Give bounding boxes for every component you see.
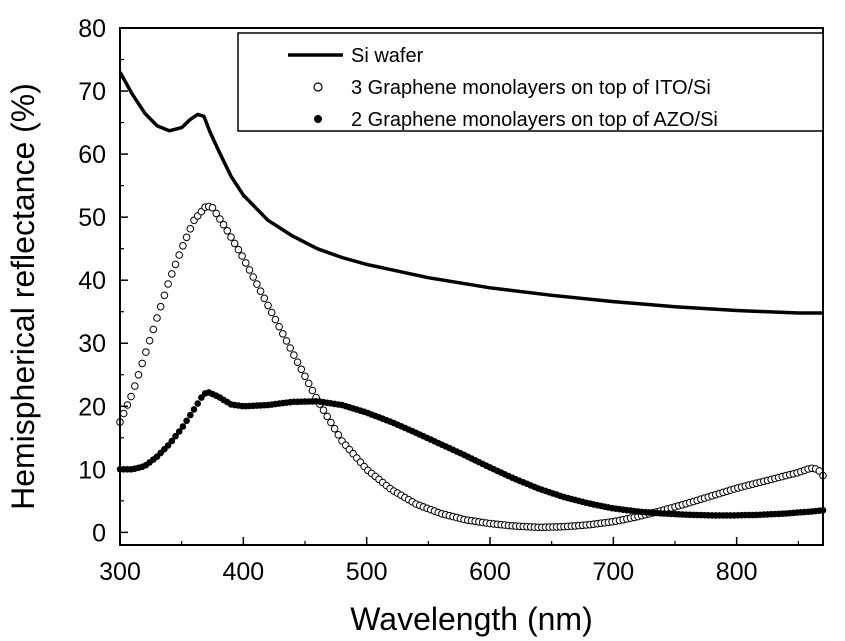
series-2-point bbox=[330, 424, 339, 433]
y-tick-label: 0 bbox=[92, 519, 106, 547]
series-2-point bbox=[131, 382, 139, 390]
ticks-layer: 300 400 500 600 700 800 0 10 20 30 40 50 60 70 80 bbox=[78, 15, 799, 586]
series-2-point bbox=[186, 225, 195, 233]
series-2-point bbox=[223, 227, 232, 235]
series-2-point bbox=[142, 348, 150, 356]
series-2-point bbox=[264, 301, 272, 310]
series-2-point bbox=[308, 386, 317, 395]
series-2-point bbox=[279, 330, 287, 338]
series-2-point bbox=[164, 280, 172, 288]
series-2-point bbox=[182, 233, 191, 242]
series-2-point bbox=[160, 291, 169, 300]
series-2-point bbox=[149, 325, 158, 334]
x-tick-label: 300 bbox=[99, 558, 141, 586]
series-2-point bbox=[119, 409, 128, 418]
legend-label: Si wafer bbox=[351, 45, 424, 67]
series-2-point bbox=[230, 239, 239, 248]
series-2-point bbox=[293, 358, 302, 367]
series-2-point bbox=[297, 365, 306, 374]
series-2-point bbox=[245, 266, 254, 274]
series-3-point bbox=[183, 417, 190, 425]
series-2-point bbox=[271, 315, 280, 324]
series-2-point bbox=[145, 336, 154, 345]
series-2-point bbox=[319, 406, 328, 415]
y-tick-label: 60 bbox=[78, 141, 106, 169]
series-2-point bbox=[275, 322, 283, 331]
legend-label: 2 Graphene monolayers on top of AZO/Si bbox=[351, 109, 718, 131]
series-2-point bbox=[282, 337, 291, 345]
series-2-point bbox=[216, 215, 224, 223]
series-2 bbox=[116, 202, 827, 532]
series-1-line bbox=[118, 71, 823, 315]
legend: Si wafer 3 Graphene monolayers on top of … bbox=[237, 32, 824, 132]
x-tick-label: 600 bbox=[469, 558, 511, 586]
x-tick-label: 500 bbox=[346, 558, 388, 586]
series-2-point bbox=[168, 270, 176, 278]
series-2-point bbox=[179, 242, 187, 250]
series-2-point bbox=[323, 412, 332, 421]
series-2-point bbox=[304, 379, 313, 388]
series-3 bbox=[116, 389, 827, 519]
series-2-point bbox=[334, 431, 343, 439]
series-1 bbox=[118, 71, 823, 315]
plot-frame bbox=[119, 27, 824, 546]
series-2-point bbox=[234, 245, 243, 254]
series-2-point bbox=[175, 251, 183, 259]
series-2-point bbox=[153, 314, 161, 322]
y-axis-label: Hemispherical reflectance (%) bbox=[5, 83, 41, 510]
series-2-point bbox=[156, 302, 165, 311]
series-3-point bbox=[172, 432, 179, 440]
series-2-point bbox=[127, 392, 135, 401]
legend-swatch bbox=[313, 82, 323, 92]
series-2-point bbox=[286, 344, 295, 352]
y-tick-label: 40 bbox=[78, 267, 106, 295]
x-axis-label: Wavelength (nm) bbox=[350, 601, 592, 637]
series-2-point bbox=[227, 233, 235, 241]
series-2-point bbox=[256, 287, 265, 296]
series-3-point bbox=[190, 406, 198, 413]
y-tick-label: 20 bbox=[78, 393, 106, 421]
series-2-point bbox=[267, 308, 276, 317]
series-2-point bbox=[253, 280, 261, 288]
series-2-point bbox=[123, 401, 132, 409]
series-2-point bbox=[212, 209, 220, 218]
legend-item-2: 3 Graphene monolayers on top of ITO/Si bbox=[313, 77, 711, 99]
x-tick-label: 400 bbox=[222, 558, 264, 586]
legend-swatch bbox=[314, 115, 322, 123]
series-3-point bbox=[179, 423, 187, 430]
legend-label: 3 Graphene monolayers on top of ITO/Si bbox=[351, 77, 711, 99]
series-2-point bbox=[171, 260, 180, 269]
series-3-point bbox=[187, 411, 194, 419]
series-2-point bbox=[260, 294, 269, 303]
series-3-point bbox=[164, 442, 172, 449]
series-2-point bbox=[327, 418, 335, 427]
series-2-point bbox=[134, 371, 143, 379]
series-3-point bbox=[168, 437, 176, 445]
x-tick-label: 700 bbox=[592, 558, 634, 586]
y-tick-label: 30 bbox=[78, 330, 106, 358]
legend-box bbox=[237, 32, 824, 132]
x-tick-label: 800 bbox=[716, 558, 758, 586]
y-tick-label: 80 bbox=[78, 15, 106, 43]
series-2-point bbox=[219, 220, 228, 229]
y-tick-label: 50 bbox=[78, 204, 106, 232]
series-2-point bbox=[290, 351, 298, 359]
legend-item-3: 2 Graphene monolayers on top of AZO/Si bbox=[314, 109, 718, 131]
series-2-point bbox=[208, 203, 217, 212]
legend-item-1: Si wafer bbox=[288, 45, 424, 67]
y-tick-label: 70 bbox=[78, 78, 106, 106]
series-2-point bbox=[301, 372, 309, 381]
series-3-point bbox=[194, 400, 201, 407]
y-tick-label: 10 bbox=[78, 456, 106, 484]
series-2-point bbox=[238, 252, 246, 260]
series-layer bbox=[116, 71, 827, 532]
series-2-point bbox=[138, 359, 146, 368]
series-2-point bbox=[242, 259, 250, 267]
series-3-point bbox=[175, 428, 183, 435]
series-2-point bbox=[249, 273, 257, 281]
